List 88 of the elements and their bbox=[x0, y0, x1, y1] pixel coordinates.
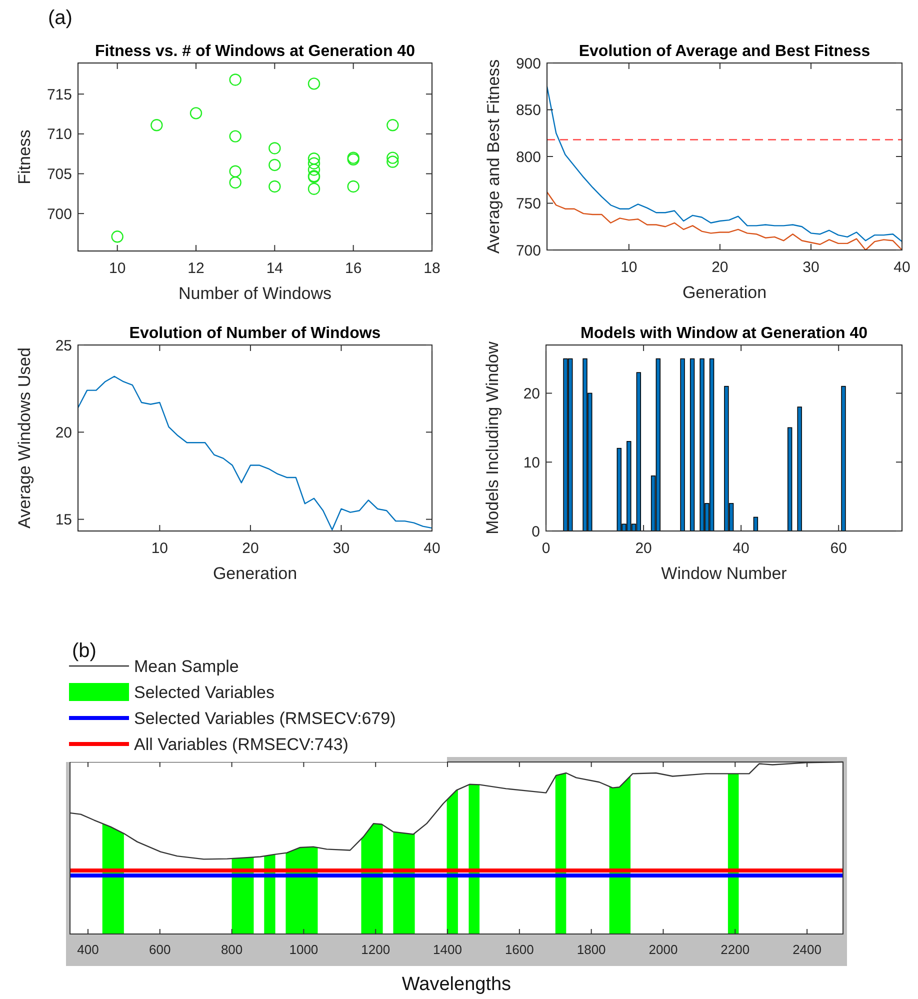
x-tick-label: 20 bbox=[712, 259, 728, 276]
point bbox=[229, 130, 242, 142]
x-axis-title: Number of Windows bbox=[178, 284, 332, 303]
legend-label: Mean Sample bbox=[134, 656, 239, 676]
chart-title: Evolution of Number of Windows bbox=[129, 325, 381, 342]
x-axis-title: Window Number bbox=[661, 564, 788, 583]
bar bbox=[841, 386, 846, 532]
x-tick-label: 1400 bbox=[433, 942, 462, 957]
x-tick-label: 10 bbox=[151, 540, 168, 557]
x-tick-label: 60 bbox=[830, 540, 847, 557]
point bbox=[190, 107, 202, 120]
x-tick-label: 40 bbox=[894, 259, 910, 276]
x-tick-label: 1800 bbox=[576, 942, 606, 957]
point bbox=[150, 119, 163, 132]
point bbox=[386, 119, 399, 132]
point bbox=[308, 164, 320, 176]
y-axis-title: Average Windows Used bbox=[15, 347, 34, 529]
x-tick-label: 600 bbox=[149, 942, 171, 957]
x-tick-label: 800 bbox=[220, 942, 243, 957]
text: (a) bbox=[48, 7, 72, 29]
y-axis-title: Models Including Window bbox=[483, 340, 502, 534]
bar bbox=[787, 427, 792, 532]
y-tick-label: 15 bbox=[55, 512, 72, 529]
point bbox=[268, 180, 281, 193]
x-tick-label: 12 bbox=[188, 260, 204, 277]
point bbox=[347, 180, 360, 193]
point bbox=[308, 152, 320, 165]
y-tick-label: 710 bbox=[46, 126, 72, 144]
point bbox=[268, 158, 281, 172]
point bbox=[268, 142, 281, 154]
point bbox=[229, 176, 242, 189]
x-tick-label: 40 bbox=[732, 540, 750, 557]
x-tick-label: 2000 bbox=[648, 942, 678, 957]
y-axis-title: Fitness bbox=[15, 130, 34, 184]
y-tick-label: 900 bbox=[516, 55, 541, 72]
x-tick-label: 20 bbox=[635, 540, 652, 557]
point bbox=[229, 74, 242, 86]
y-tick-label: 10 bbox=[523, 454, 540, 472]
x-axis-title: Generation bbox=[682, 283, 767, 302]
x-tick-label: 2200 bbox=[720, 942, 750, 957]
x-tick-label: 16 bbox=[344, 260, 362, 277]
y-tick-label: 700 bbox=[516, 242, 541, 260]
legend-label: Selected Variables bbox=[134, 682, 274, 702]
point bbox=[308, 182, 320, 195]
y-tick-label: 20 bbox=[523, 385, 540, 402]
x-tick-label: 14 bbox=[266, 260, 284, 277]
y-tick-label: 715 bbox=[46, 86, 72, 104]
chart-title: Fitness vs. # of Windows at Generation 40 bbox=[95, 43, 416, 60]
legend-label: All Variables (RMSECV:743) bbox=[134, 734, 348, 754]
x-tick-label: 30 bbox=[332, 540, 350, 557]
y-tick-label: 750 bbox=[516, 196, 541, 212]
x-axis-title: Generation bbox=[212, 564, 298, 583]
point bbox=[308, 157, 320, 170]
y-tick-label: 700 bbox=[46, 206, 72, 223]
x-tick-label: 40 bbox=[424, 540, 440, 557]
x-tick-label: 1200 bbox=[361, 942, 390, 957]
point bbox=[229, 165, 242, 178]
y-tick-label: 0 bbox=[532, 523, 540, 540]
bar bbox=[797, 406, 802, 532]
text: (b) bbox=[72, 640, 96, 662]
x-tick-label: 400 bbox=[77, 942, 99, 957]
chart-title: Evolution of Average and Best Fitness bbox=[578, 43, 870, 60]
y-axis-title: Average and Best Fitness bbox=[484, 59, 503, 254]
point bbox=[308, 78, 320, 90]
x-tick-label: 10 bbox=[108, 260, 126, 277]
legend-label: Selected Variables (RMSECV:679) bbox=[134, 708, 396, 728]
line-series bbox=[77, 376, 433, 530]
x-tick-label: 10 bbox=[620, 259, 638, 276]
bar bbox=[690, 358, 695, 532]
x-tick-label: 2400 bbox=[792, 942, 822, 957]
x-axis-title: Wavelengths bbox=[402, 974, 512, 995]
line-series bbox=[546, 191, 903, 251]
point bbox=[386, 156, 399, 168]
x-tick-label: 1000 bbox=[289, 942, 318, 957]
line-series bbox=[546, 86, 903, 242]
y-tick-label: 800 bbox=[516, 148, 541, 166]
y-tick-label: 20 bbox=[55, 424, 72, 442]
y-tick-label: 850 bbox=[516, 102, 541, 119]
bar bbox=[680, 358, 685, 532]
x-tick-label: 30 bbox=[802, 259, 820, 276]
point bbox=[111, 230, 124, 243]
x-tick-label: 18 bbox=[424, 260, 440, 277]
x-tick-label: 20 bbox=[242, 540, 259, 557]
x-tick-label: 1600 bbox=[504, 942, 534, 957]
point bbox=[386, 152, 399, 164]
y-tick-label: 25 bbox=[55, 337, 72, 354]
chart-title: Models with Window at Generation 40 bbox=[580, 325, 868, 342]
y-tick-label: 705 bbox=[46, 166, 72, 183]
